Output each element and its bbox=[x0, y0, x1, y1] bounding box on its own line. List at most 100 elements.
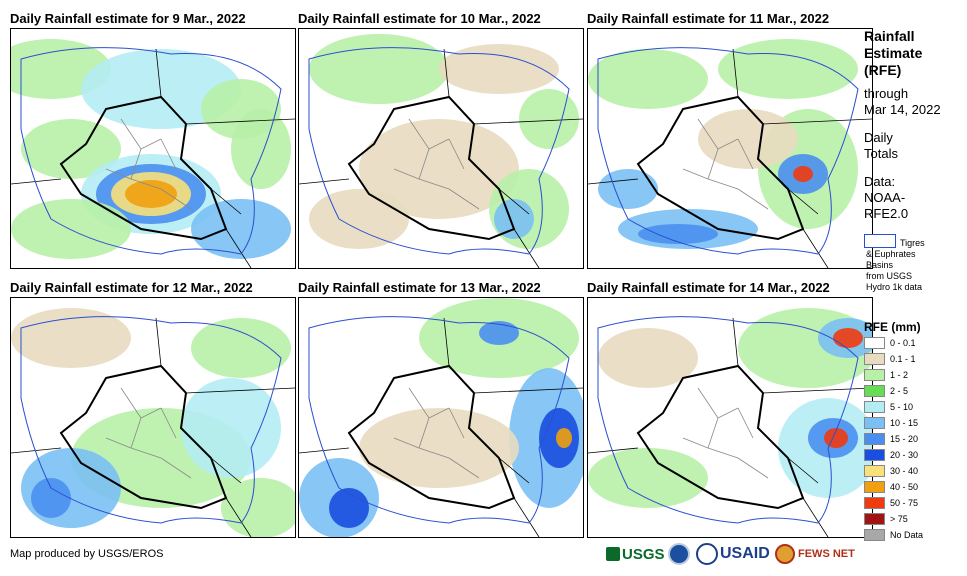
neighbor-border bbox=[11, 48, 295, 268]
rainfall-area bbox=[793, 166, 813, 182]
side-through: through bbox=[864, 86, 909, 101]
rainfall-map-9mar bbox=[11, 39, 295, 268]
rainfall-area bbox=[31, 478, 71, 518]
rainfall-area bbox=[309, 189, 409, 249]
legend-swatch bbox=[864, 497, 885, 509]
legend-label: 15 - 20 bbox=[890, 434, 919, 444]
panel-title-9mar: Daily Rainfall estimate for 9 Mar., 2022 bbox=[10, 11, 246, 26]
neighbor-border bbox=[299, 317, 583, 537]
legend-label: 30 - 40 bbox=[890, 466, 919, 476]
country-border bbox=[59, 95, 228, 241]
fews-logo: FEWS NET bbox=[775, 541, 855, 567]
legend-swatch bbox=[864, 529, 885, 541]
rainfall-area bbox=[181, 378, 281, 478]
rainfall-area bbox=[519, 89, 579, 149]
side-title: Rainfall Estimate (RFE) bbox=[864, 28, 922, 79]
admin-boundary bbox=[682, 387, 769, 479]
rainfall-area bbox=[309, 34, 449, 104]
legend-label: 1 - 2 bbox=[890, 370, 909, 380]
map-11mar bbox=[587, 28, 873, 269]
legend-label: > 75 bbox=[890, 514, 908, 524]
legend-label: No Data bbox=[890, 530, 924, 540]
usaid-logo: USAID bbox=[720, 541, 770, 567]
legend-label: 5 - 10 bbox=[890, 402, 914, 412]
legend-swatch bbox=[864, 401, 885, 413]
admin-boundary bbox=[393, 387, 480, 479]
legend-label: 50 - 75 bbox=[890, 498, 919, 508]
rainfall-area bbox=[359, 119, 519, 219]
legend-swatch bbox=[864, 449, 885, 461]
neighbor-border bbox=[299, 48, 583, 268]
rainfall-map-10mar bbox=[299, 34, 583, 268]
basin-legend-text: Tigres & Euphrates Basins from USGS Hydr… bbox=[866, 238, 925, 293]
legend-label: 2 - 5 bbox=[890, 386, 909, 396]
noaa-logo-icon bbox=[668, 543, 690, 565]
legend-label: 10 - 15 bbox=[890, 418, 919, 428]
legend-label: 20 - 30 bbox=[890, 450, 919, 460]
rainfall-area bbox=[718, 39, 858, 99]
rainfall-map-14mar bbox=[588, 308, 872, 537]
rainfall-area bbox=[833, 328, 863, 348]
rainfall-area bbox=[11, 199, 131, 259]
side-date: Mar 14, 2022 bbox=[864, 102, 941, 117]
neighbor-border bbox=[11, 317, 295, 537]
basin-outline bbox=[20, 316, 282, 524]
usgs-wave-icon bbox=[606, 547, 620, 561]
legend-swatch bbox=[864, 513, 885, 525]
map-9mar bbox=[10, 28, 296, 269]
legend-swatch bbox=[864, 369, 885, 381]
basin-outline bbox=[308, 47, 570, 255]
rainfall-area bbox=[479, 321, 519, 345]
side-title-line: (RFE) bbox=[864, 62, 902, 78]
legend-label: 0 - 0.1 bbox=[890, 338, 916, 348]
country-border bbox=[347, 95, 516, 241]
basin-outline bbox=[20, 47, 282, 255]
side-title-line: Estimate bbox=[864, 45, 923, 61]
seal-logo-icon bbox=[696, 543, 718, 565]
rainfall-area bbox=[201, 79, 281, 139]
country-border bbox=[347, 364, 516, 510]
rainfall-area bbox=[588, 448, 708, 508]
map-14mar bbox=[587, 297, 873, 538]
rainfall-area bbox=[125, 180, 177, 208]
rainfall-area bbox=[598, 328, 698, 388]
panel-title-11mar: Daily Rainfall estimate for 11 Mar., 202… bbox=[587, 11, 830, 26]
rainfall-map-11mar bbox=[588, 39, 872, 268]
side-totals-2: Totals bbox=[864, 146, 898, 161]
map-13mar bbox=[298, 297, 584, 538]
legend-swatch bbox=[864, 337, 885, 349]
rainfall-area bbox=[588, 49, 708, 109]
country-border bbox=[59, 364, 228, 510]
legend-label: 40 - 50 bbox=[890, 482, 919, 492]
neighbor-border bbox=[588, 317, 872, 537]
rainfall-area bbox=[494, 199, 534, 239]
usgs-logo-text: USGS bbox=[622, 545, 665, 563]
side-data-3: RFE2.0 bbox=[864, 206, 909, 221]
panel-title-13mar: Daily Rainfall estimate for 13 Mar., 202… bbox=[298, 280, 541, 295]
map-10mar bbox=[298, 28, 584, 269]
basin-outline bbox=[597, 47, 859, 255]
basin-line: from USGS bbox=[866, 271, 913, 281]
map-12mar bbox=[10, 297, 296, 538]
footer-credit: Map produced by USGS/EROS bbox=[10, 548, 164, 560]
basin-outline bbox=[308, 316, 570, 524]
rainfall-area bbox=[191, 318, 291, 378]
basin-legend-swatch bbox=[864, 234, 896, 248]
rainfall-area bbox=[359, 408, 519, 488]
legend-swatch bbox=[864, 481, 885, 493]
rainfall-area bbox=[191, 199, 291, 259]
rainfall-map-12mar bbox=[11, 308, 295, 537]
basin-line: Tigres bbox=[900, 238, 925, 248]
country-border bbox=[636, 364, 805, 510]
side-data-2: NOAA- bbox=[864, 190, 906, 205]
rainfall-area bbox=[21, 119, 121, 179]
rainfall-area bbox=[439, 44, 559, 94]
panel-title-14mar: Daily Rainfall estimate for 14 Mar., 202… bbox=[587, 280, 830, 295]
rainfall-area bbox=[329, 488, 369, 528]
legend-swatch bbox=[864, 433, 885, 445]
legend-title: RFE (mm) bbox=[864, 320, 921, 334]
legend-swatch bbox=[864, 465, 885, 477]
admin-boundary bbox=[105, 387, 192, 479]
legend-swatch bbox=[864, 385, 885, 397]
basin-line: Basins bbox=[866, 260, 894, 270]
